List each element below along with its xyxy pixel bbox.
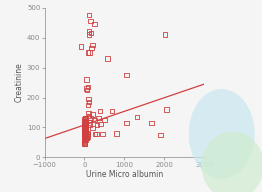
Point: [85, 132, 90, 136]
Point: [89, 47, 94, 50]
Point: [82, 142, 86, 146]
Point: [90, 44, 95, 47]
Point: [85, 137, 89, 140]
Point: [83, 136, 88, 139]
Point: [96, 116, 101, 119]
Point: [85, 137, 89, 140]
Point: [83, 133, 87, 136]
Point: [85, 78, 89, 81]
Point: [84, 123, 88, 126]
Point: [86, 132, 90, 135]
Point: [83, 129, 87, 132]
Point: [87, 115, 91, 118]
Point: [95, 124, 99, 127]
Point: [83, 120, 88, 123]
Point: [84, 133, 89, 137]
Point: [85, 87, 89, 90]
Point: [83, 127, 87, 131]
Point: [83, 126, 87, 129]
X-axis label: Urine Micro albumin: Urine Micro albumin: [86, 170, 163, 179]
Point: [82, 118, 86, 121]
Point: [82, 124, 86, 127]
Point: [84, 126, 88, 129]
Point: [83, 122, 87, 125]
Point: [83, 130, 88, 133]
Point: [163, 33, 167, 36]
Point: [83, 125, 88, 128]
Point: [83, 137, 87, 140]
Point: [86, 85, 90, 89]
Point: [83, 126, 87, 129]
Point: [87, 33, 91, 36]
Point: [101, 132, 105, 136]
Ellipse shape: [201, 131, 262, 192]
Point: [164, 108, 168, 111]
Point: [83, 138, 87, 141]
Point: [82, 131, 86, 134]
Point: [87, 14, 91, 17]
Point: [86, 135, 90, 138]
Point: [88, 116, 92, 119]
Point: [84, 118, 88, 121]
Point: [87, 121, 91, 124]
Point: [92, 118, 97, 122]
Point: [158, 133, 162, 137]
Point: [83, 128, 88, 131]
Point: [83, 122, 87, 125]
Point: [83, 133, 87, 136]
Point: [83, 122, 87, 125]
Point: [84, 138, 88, 141]
Point: [110, 109, 114, 113]
Ellipse shape: [189, 89, 255, 179]
Point: [87, 30, 91, 33]
Point: [83, 136, 87, 139]
Point: [82, 132, 86, 136]
Point: [90, 113, 95, 116]
Point: [83, 116, 87, 119]
Point: [84, 131, 88, 134]
Point: [90, 127, 95, 130]
Point: [83, 142, 87, 145]
Y-axis label: Creatinine: Creatinine: [15, 63, 24, 103]
Point: [124, 122, 129, 125]
Point: [83, 135, 87, 138]
Point: [83, 119, 87, 122]
Point: [106, 57, 110, 60]
Point: [93, 132, 97, 136]
Point: [82, 141, 86, 144]
Point: [87, 100, 91, 103]
Point: [83, 139, 87, 142]
Point: [89, 32, 93, 35]
Point: [82, 138, 86, 141]
Point: [86, 112, 91, 115]
Point: [84, 120, 88, 123]
Point: [83, 131, 87, 134]
Point: [84, 129, 88, 132]
Point: [89, 20, 93, 23]
Point: [94, 132, 99, 136]
Point: [86, 51, 90, 54]
Point: [82, 127, 86, 130]
Point: [79, 45, 83, 48]
Point: [135, 115, 139, 118]
Point: [83, 118, 87, 121]
Point: [85, 89, 89, 92]
Point: [92, 23, 97, 26]
Point: [114, 132, 118, 135]
Point: [124, 74, 129, 77]
Point: [86, 98, 91, 101]
Point: [102, 118, 107, 122]
Point: [83, 134, 87, 137]
Point: [83, 120, 87, 123]
Point: [86, 103, 90, 107]
Point: [150, 122, 154, 125]
Point: [88, 123, 92, 126]
Point: [99, 122, 103, 125]
Point: [83, 124, 87, 127]
Point: [83, 140, 87, 143]
Point: [83, 129, 87, 132]
Point: [88, 51, 92, 54]
Point: [98, 109, 102, 113]
Point: [83, 117, 88, 120]
